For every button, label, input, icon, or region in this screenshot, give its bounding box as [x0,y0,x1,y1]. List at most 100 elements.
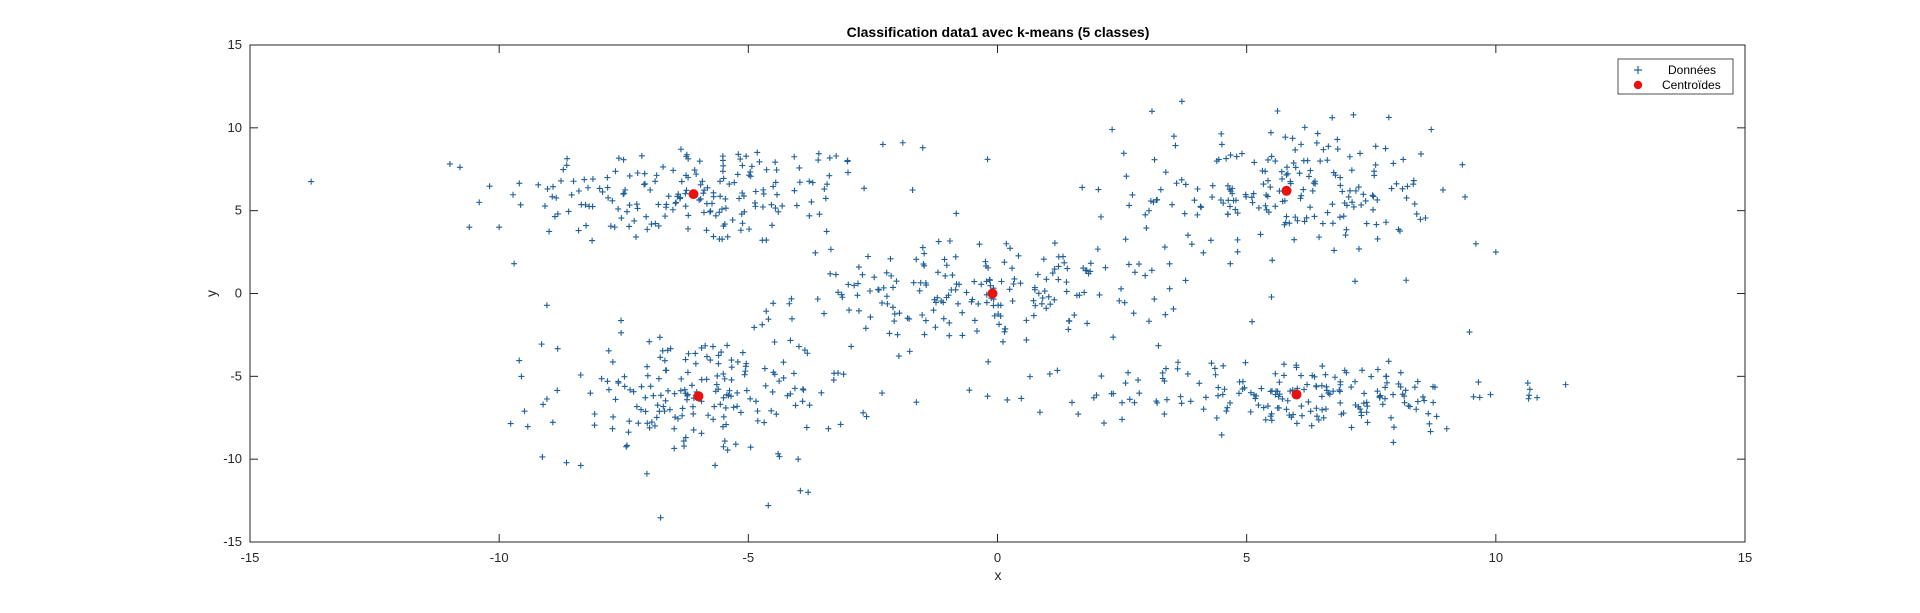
data-point [1161,411,1168,418]
data-point [604,378,611,385]
data-point [893,278,900,285]
data-point [716,209,723,216]
data-point [605,347,612,354]
data-point [1363,409,1370,416]
data-point [806,402,813,409]
data-point [984,156,991,163]
data-point [754,407,761,414]
data-point [1269,257,1276,264]
data-point [865,253,872,260]
data-point [1002,325,1009,332]
data-point [1080,265,1087,272]
data-point [1385,358,1392,365]
data-point [1390,391,1397,398]
data-point [702,342,709,349]
data-point [1211,365,1218,372]
data-point [728,364,735,371]
data-point [563,459,570,466]
data-point [737,409,744,416]
data-point [1232,206,1239,213]
data-point [575,227,582,234]
data-point [510,191,517,198]
data-point [1242,191,1249,198]
data-point [984,393,991,400]
data-point [821,310,828,317]
data-point [665,387,672,394]
data-point [1476,394,1483,401]
data-point [1286,220,1293,227]
data-point [1308,422,1315,429]
data-point [679,405,686,412]
data-point [1125,369,1132,376]
data-point [1314,130,1321,137]
data-point [1374,388,1381,395]
data-point [1227,399,1234,406]
data-point [1087,260,1094,267]
data-point [921,331,928,338]
data-point [681,386,688,393]
data-point [913,256,920,263]
data-point [621,383,628,390]
data-point [558,177,565,184]
data-point [1064,265,1071,272]
data-point [1470,393,1477,400]
data-point [1291,236,1298,243]
data-point [861,185,868,192]
data-point [1315,416,1322,423]
data-point [779,202,786,209]
data-point [1343,226,1350,233]
data-point [1032,302,1039,309]
data-point [511,260,518,267]
data-point [722,404,729,411]
data-point [1334,146,1341,153]
data-point [1361,390,1368,397]
data-point [1182,181,1189,188]
data-point [1194,186,1201,193]
data-point [997,302,1004,309]
data-point [1035,290,1042,297]
data-point [1524,380,1531,387]
data-point [1414,378,1421,385]
data-point [1307,204,1314,211]
data-point [1224,211,1231,218]
data-point [824,181,831,188]
data-point [644,226,651,233]
data-point [1178,400,1185,407]
data-point [554,345,561,352]
data-point [1329,201,1336,208]
data-point [1196,380,1203,387]
data-point [804,350,811,357]
data-point [880,284,887,291]
data-point [922,280,929,287]
x-tick-label: -10 [490,550,509,565]
data-point [656,334,663,341]
data-point [835,370,842,377]
data-point [681,443,688,450]
data-point [879,141,886,148]
data-point [1145,318,1152,325]
data-point [1275,393,1282,400]
data-point [806,178,813,185]
data-point [691,167,698,174]
data-point [1400,156,1407,163]
data-point [985,358,992,365]
data-point [822,195,829,202]
data-point [642,408,649,415]
data-point [554,387,561,394]
data-point [830,377,837,384]
data-point [646,424,653,431]
data-point [791,187,798,194]
data-point [1034,271,1041,278]
data-point [854,292,861,299]
data-point [1264,156,1271,163]
centroid-point [688,189,699,200]
data-point [1260,404,1267,411]
y-tick-label: -10 [223,451,242,466]
data-point [1215,392,1222,399]
data-point [1376,394,1383,401]
data-point [611,224,618,231]
data-point [1217,197,1224,204]
data-point [1040,256,1047,263]
data-point [693,171,700,178]
data-point [985,264,992,271]
